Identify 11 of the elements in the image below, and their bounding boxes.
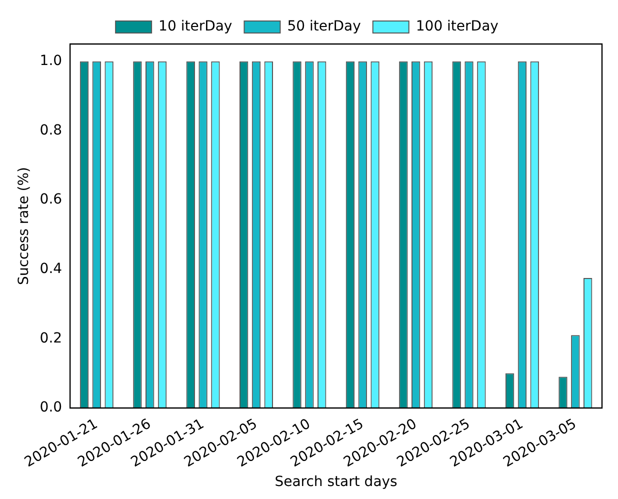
- legend-label: 50 iterDay: [287, 18, 361, 35]
- y-tick-label: 1.0: [40, 52, 62, 69]
- y-axis-title: Success rate (%): [16, 167, 32, 285]
- y-tick-label: 0.8: [40, 122, 62, 138]
- y-tick-label: 0.0: [40, 400, 62, 416]
- y-tick-label: 0.6: [40, 192, 62, 208]
- x-axis-title: Search start days: [274, 474, 398, 490]
- y-tick-label: 0.4: [40, 260, 62, 277]
- legend-label: 10 iterDay: [158, 18, 232, 35]
- y-tick-label: 0.2: [40, 330, 62, 346]
- legend-label: 100 iterDay: [416, 18, 498, 35]
